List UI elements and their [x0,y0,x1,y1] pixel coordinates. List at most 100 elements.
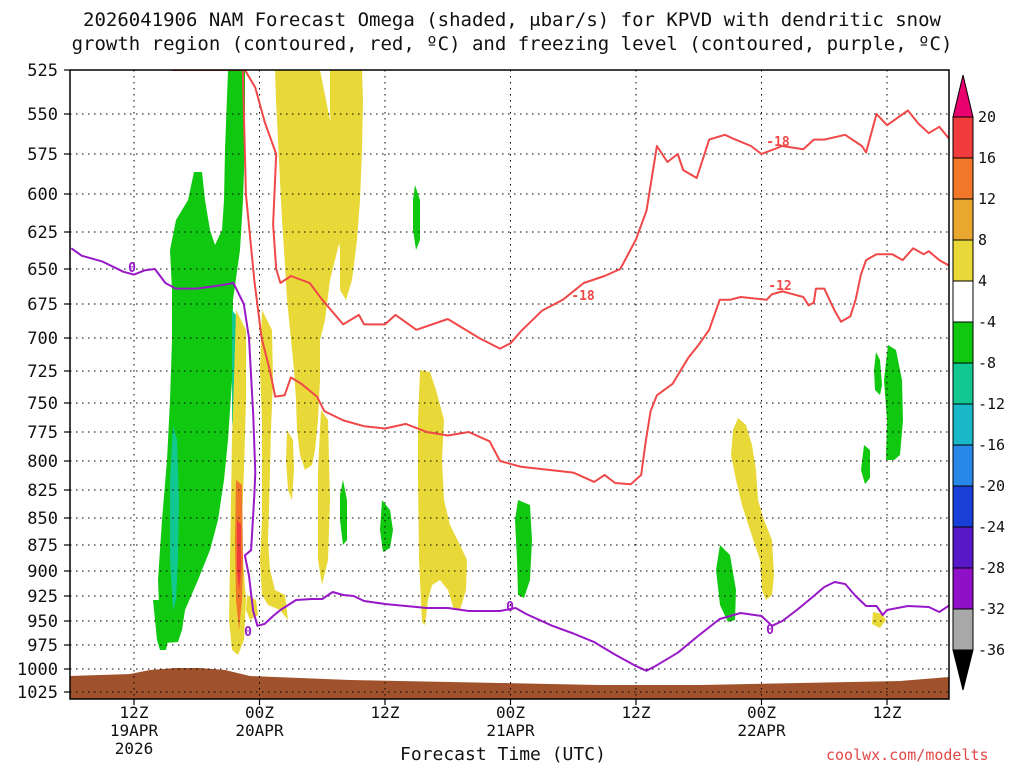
colorbar-label: 20 [978,108,996,126]
contour-dgz_upper_-18C [171,70,949,350]
contour-labels: -18 -18 -12 0 0 0 0 [128,135,792,640]
omega-shade-yellow [286,430,294,500]
x-tick-label: 00Z [245,703,274,722]
colorbar-label: -4 [978,313,996,331]
colorbar-segment [952,362,974,405]
omega-shade-yellow [731,418,774,600]
omega-shade-green [178,300,200,460]
contour-label-dgz-upper-2: -18 [766,135,790,150]
omega-shade-green [861,445,870,484]
y-tick-label: 925 [27,587,58,607]
omega-shade-yellow [418,370,467,625]
colorbar: 20 16 12 8 4 -4 -8 -12 -16 -20 -24 -28 -32 -36 [952,74,1005,691]
colorbar-label: -16 [978,436,1005,454]
x-tick-label: 00Z [747,703,776,722]
terrain-fill [70,668,949,699]
x-tick-label: 12Z [873,703,902,722]
y-axis: 525 550 575 600 625 650 675 700 725 750 775 800 825 8… [17,61,70,703]
colorbar-segment [952,444,974,487]
y-tick-label: 800 [27,452,58,472]
colorbar-label: -28 [978,559,1005,577]
x-tick-label: 21APR [486,721,535,740]
y-tick-label: 900 [27,562,58,582]
omega-shade-green [380,500,393,552]
x-tick-label: 22APR [737,721,786,740]
colorbar-segment [952,485,974,528]
omega-shade-green [413,185,420,250]
y-tick-label: 975 [27,636,58,656]
x-axis-title: Forecast Time (UTC) [400,744,606,765]
y-tick-label: 1000 [17,660,58,680]
plot-area: -18 -18 -12 0 0 0 0 [70,70,949,699]
contour-label-freezing-1: 0 [128,261,136,276]
y-tick-label: 775 [27,423,58,443]
omega-shade-green [515,500,532,598]
x-tick-label: 20APR [235,721,284,740]
y-tick-label: 725 [27,362,58,382]
chart-title: 2026041906 NAM Forecast Omega (shaded, μ… [0,8,1024,56]
colorbar-label: -12 [978,395,1005,413]
colorbar-top-arrow [952,74,974,118]
colorbar-label: -8 [978,354,996,372]
colorbar-segment [952,116,974,159]
omega-shade-green [716,545,736,622]
omega-shade-yellow [872,612,886,628]
omega-shade-green [153,600,168,650]
y-tick-label: 675 [27,295,58,315]
y-tick-label: 825 [27,481,58,501]
colorbar-segment [952,157,974,200]
y-tick-label: 550 [27,105,58,125]
colorbar-segment [952,321,974,364]
y-tick-label: 600 [27,185,58,205]
y-tick-label: 950 [27,612,58,632]
y-tick-label: 700 [27,329,58,349]
colorbar-segment [952,239,974,282]
contour-label-freezing-4: 0 [766,623,774,638]
y-tick-label: 650 [27,260,58,280]
colorbar-segment [952,198,974,241]
omega-shade-yellow [260,310,288,620]
chart-title-line-1: 2026041906 NAM Forecast Omega (shaded, μ… [83,9,941,31]
contour-freezing_0C [70,247,949,672]
colorbar-segment [952,280,974,323]
colorbar-label: 4 [978,272,987,290]
contour-label-freezing-3: 0 [506,600,514,615]
y-tick-label: 875 [27,536,58,556]
colorbar-segment [952,608,974,651]
x-tick-label: 12Z [622,703,651,722]
chart-title-line-2: growth region (contoured, red, ºC) and f… [71,33,953,55]
credit-link[interactable]: coolwx.com/modelts [826,746,989,764]
colorbar-segment [952,526,974,569]
x-tick-label: 00Z [496,703,525,722]
omega-shade-yellow [318,410,330,585]
colorbar-label: 16 [978,149,996,167]
y-tick-label: 750 [27,394,58,414]
y-tick-label: 1025 [17,683,58,703]
contour-label-dgz-lower: -12 [768,279,791,294]
omega-shade-green [874,352,882,395]
contour-label-freezing-2: 0 [244,625,252,640]
x-tick-label: 12Z [120,703,149,722]
y-tick-label: 575 [27,145,58,165]
colorbar-label: 8 [978,231,987,249]
colorbar-bottom-arrow [952,649,974,691]
omega-shade-green [158,70,245,643]
colorbar-label: -32 [978,600,1005,618]
y-tick-label: 850 [27,509,58,529]
omega-shade-yellow [275,70,348,470]
omega-shade-teal [170,425,179,610]
omega-shade-green [884,345,903,460]
colorbar-segment [952,403,974,446]
x-tick-label: 19APR [110,721,159,740]
y-tick-label: 525 [27,61,58,81]
colorbar-label: -20 [978,477,1005,495]
colorbar-label: -24 [978,518,1005,536]
colorbar-label: -36 [978,641,1005,659]
omega-shade-red [237,520,241,590]
plot-frame [69,69,950,700]
contour-label-dgz-upper-1: -18 [571,289,595,304]
y-tick-label: 625 [27,223,58,243]
x-tick-label: 12Z [371,703,400,722]
